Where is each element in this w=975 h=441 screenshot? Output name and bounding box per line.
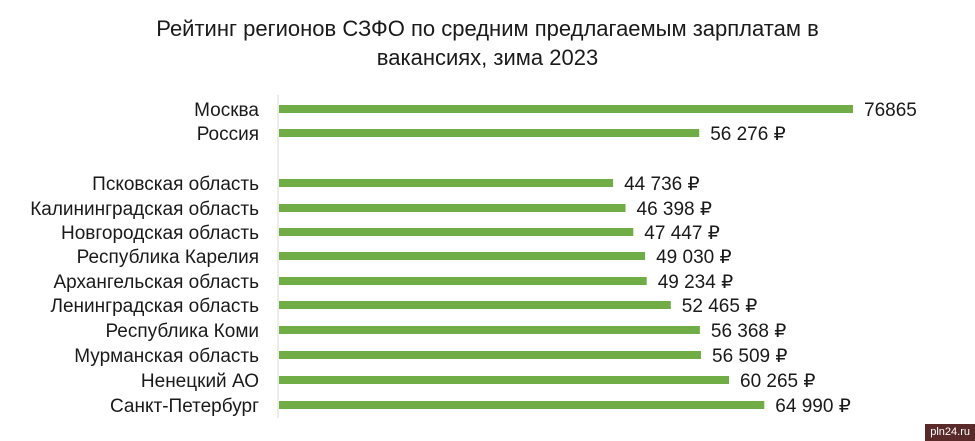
bar-3: [279, 204, 626, 212]
bars-group: Москва 76865 Россия 56 276 ₽ Псковская облас…: [30, 100, 917, 417]
bar-4: [279, 228, 634, 236]
category-label-5: Республика Карелия: [77, 247, 259, 268]
value-label-3: 46 398 ₽: [637, 199, 712, 220]
value-label-2: 44 736 ₽: [624, 174, 699, 195]
category-label-9: Мурманская область: [74, 346, 259, 367]
value-label-5: 49 030 ₽: [656, 247, 731, 268]
chart-title-line-2: вакансиях, зима 2023: [376, 45, 599, 70]
bar-1: [279, 129, 700, 137]
bar-0: [279, 105, 853, 113]
bar-9: [279, 351, 701, 359]
bar-7: [279, 301, 671, 309]
bar-11: [279, 401, 765, 409]
value-label-0: 76865: [864, 100, 917, 121]
bar-10: [279, 376, 729, 384]
value-label-1: 56 276 ₽: [710, 124, 785, 145]
category-label-1: Россия: [197, 124, 259, 145]
category-label-7: Ленинградская область: [51, 296, 260, 317]
category-label-4: Новгородская область: [61, 223, 259, 244]
category-label-2: Псковская область: [92, 174, 259, 195]
value-label-4: 47 447 ₽: [644, 223, 719, 244]
value-label-11: 64 990 ₽: [775, 396, 850, 417]
category-label-11: Санкт-Петербург: [110, 396, 259, 417]
value-label-6: 49 234 ₽: [658, 272, 733, 293]
bar-5: [279, 252, 646, 260]
category-label-3: Калининградская область: [30, 199, 259, 220]
chart-title-line-1: Рейтинг регионов СЗФО по средним предлаг…: [156, 16, 819, 41]
bar-6: [279, 277, 647, 285]
category-label-0: Москва: [194, 100, 259, 121]
category-label-10: Ненецкий АО: [141, 371, 259, 392]
category-label-8: Республика Коми: [105, 321, 259, 342]
value-label-7: 52 465 ₽: [682, 296, 757, 317]
value-label-8: 56 368 ₽: [711, 321, 786, 342]
value-label-10: 60 265 ₽: [740, 371, 815, 392]
bar-8: [279, 326, 700, 334]
chart-title: Рейтинг регионов СЗФО по средним предлаг…: [0, 14, 975, 72]
value-label-9: 56 509 ₽: [712, 346, 787, 367]
category-label-6: Архангельская область: [53, 272, 259, 293]
watermark: pln24.ru: [925, 424, 975, 441]
bar-2: [279, 179, 614, 187]
